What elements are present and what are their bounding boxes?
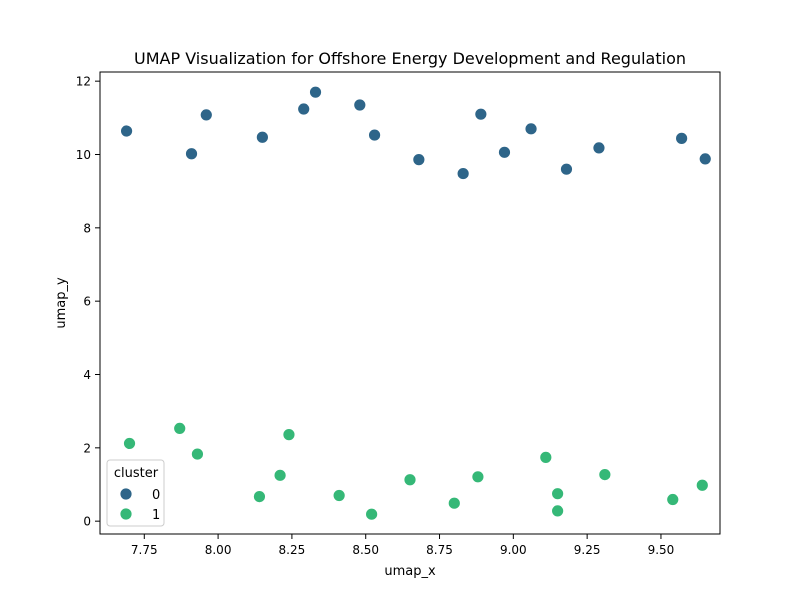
data-point-cluster-1	[666, 493, 680, 506]
data-point-cluster-1	[471, 470, 485, 484]
y-axis-label: umap_y	[54, 277, 69, 329]
x-tick-label: 9.00	[500, 543, 527, 557]
data-point-cluster-0	[524, 122, 538, 136]
data-point-cluster-0	[120, 124, 133, 138]
data-point-cluster-0	[412, 153, 426, 167]
data-point-cluster-1	[539, 450, 553, 464]
data-point-cluster-1	[551, 487, 565, 501]
data-point-cluster-0	[309, 85, 322, 99]
data-point-cluster-0	[560, 162, 573, 176]
legend-marker-0	[119, 487, 133, 501]
data-point-cluster-0	[498, 145, 511, 159]
y-tick-label: 12	[76, 75, 91, 89]
data-point-cluster-0	[592, 141, 606, 155]
data-point-cluster-1	[173, 421, 187, 435]
legend-box	[106, 459, 165, 527]
y-tick-label: 6	[83, 295, 91, 309]
x-tick-label: 8.50	[352, 543, 379, 557]
plot-frame	[99, 71, 721, 535]
x-tick-label: 9.50	[648, 543, 675, 557]
data-point-cluster-0	[199, 108, 213, 122]
legend-label-0: 0	[152, 488, 160, 503]
series-cluster-0	[120, 85, 712, 180]
data-point-cluster-1	[282, 428, 296, 442]
data-point-cluster-0	[456, 167, 470, 180]
data-point-cluster-1	[123, 437, 136, 450]
plot-area: 7.75 8.00 8.25 8.50 8.75 9.00 9.25 9.50 0246810…	[76, 71, 721, 557]
data-point-cluster-0	[698, 152, 712, 166]
data-point-cluster-1	[447, 496, 461, 510]
data-point-cluster-0	[474, 107, 488, 121]
x-tick-label: 7.75	[131, 543, 158, 557]
data-point-cluster-1	[273, 468, 287, 482]
legend-label-1: 1	[152, 508, 160, 523]
data-point-cluster-1	[191, 447, 204, 461]
y-tick-label: 2	[83, 441, 91, 455]
data-point-cluster-0	[297, 102, 311, 116]
data-point-cluster-0	[353, 98, 367, 112]
y-tick-label: 0	[83, 515, 91, 529]
data-point-cluster-0	[675, 131, 689, 145]
data-point-cluster-0	[255, 130, 269, 144]
series-cluster-1	[123, 421, 709, 521]
x-axis-label: umap_x	[384, 564, 436, 579]
data-point-cluster-1	[332, 489, 346, 502]
legend-title: cluster	[114, 466, 159, 481]
series-layer	[120, 85, 712, 521]
chart-title: UMAP Visualization for Offshore Energy D…	[134, 49, 686, 68]
x-tick-label: 8.25	[279, 543, 306, 557]
x-tick-label: 8.00	[205, 543, 232, 557]
data-point-cluster-1	[551, 504, 565, 518]
data-point-cluster-1	[598, 468, 612, 482]
data-point-cluster-0	[185, 147, 198, 161]
x-tick-label: 8.75	[426, 543, 453, 557]
data-point-cluster-1	[403, 473, 417, 487]
legend-marker-1	[119, 507, 133, 521]
data-point-cluster-1	[695, 478, 709, 492]
data-point-cluster-1	[253, 490, 266, 504]
x-axis-ticks: 7.75 8.00 8.25 8.50 8.75 9.00 9.25 9.50	[131, 534, 674, 557]
y-axis-ticks: 0 2 4 6 8 10 12	[76, 75, 100, 529]
legend: cluster 0 1	[106, 459, 165, 527]
y-tick-label: 4	[83, 368, 91, 382]
data-point-cluster-1	[365, 507, 379, 521]
y-tick-label: 8	[83, 221, 91, 235]
y-tick-label: 10	[76, 148, 91, 162]
data-point-cluster-0	[368, 128, 381, 142]
x-tick-label: 9.25	[574, 543, 601, 557]
